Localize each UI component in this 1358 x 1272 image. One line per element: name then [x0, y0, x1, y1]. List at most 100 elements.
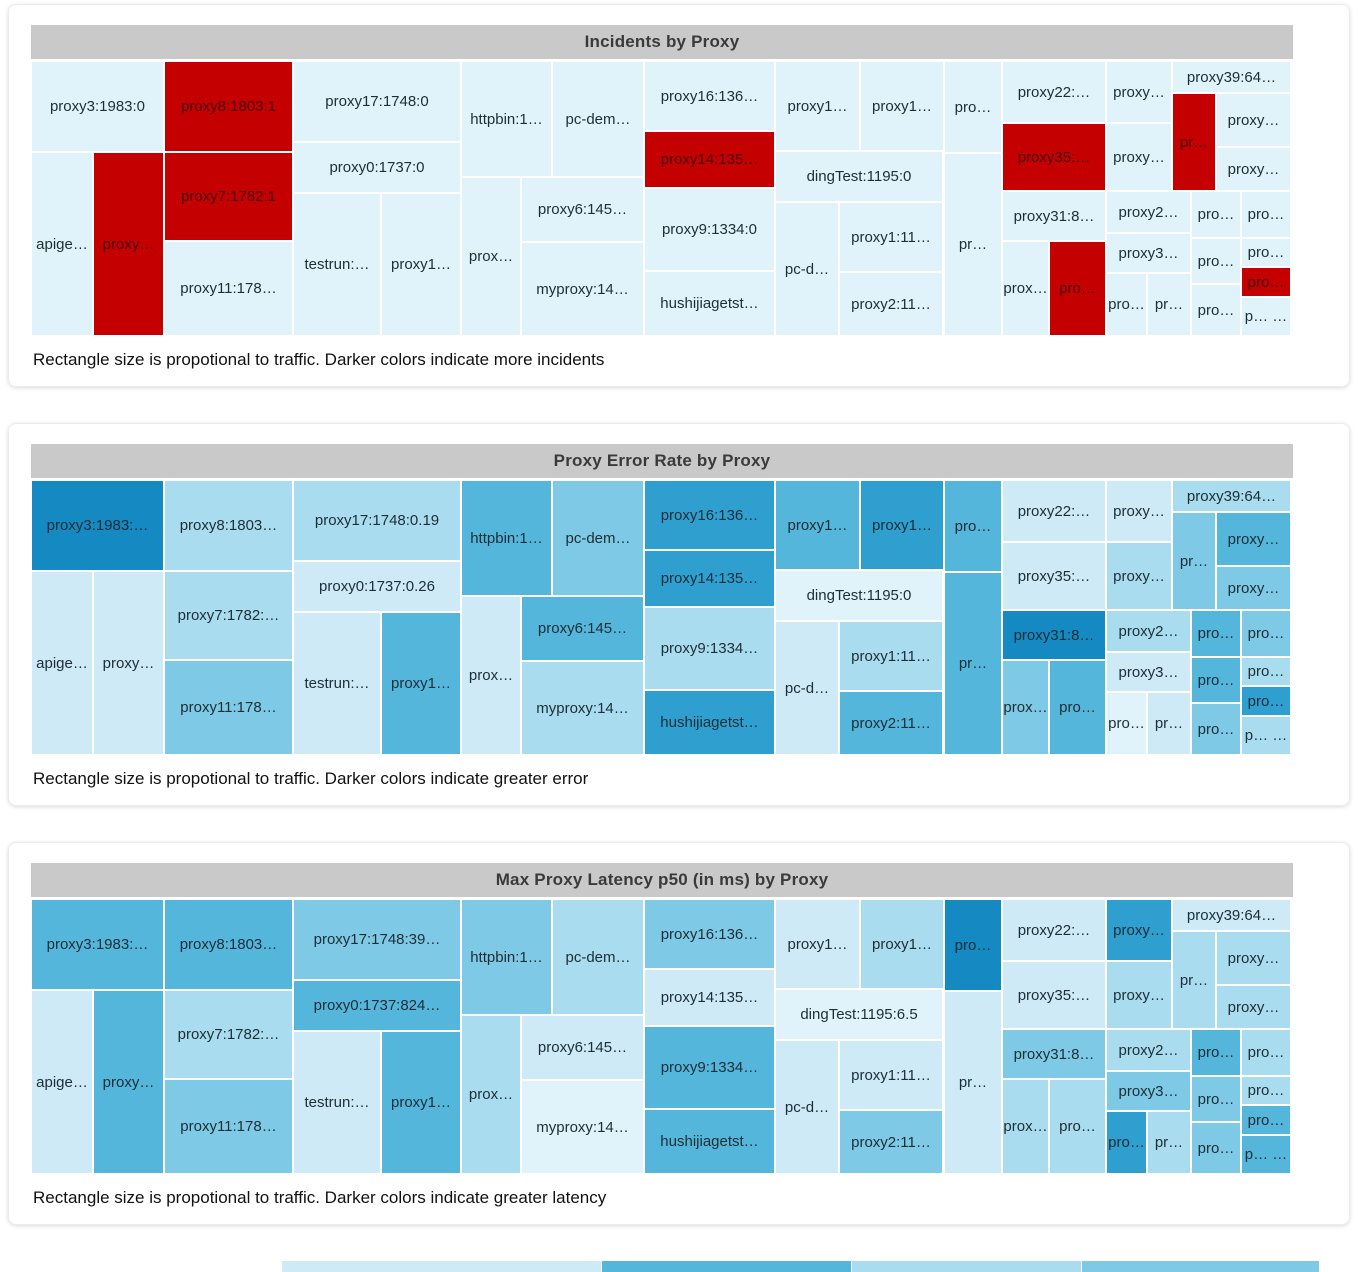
treemap-cell[interactable]: pc-dem…	[552, 480, 644, 596]
treemap-cell[interactable]: proxy…	[93, 152, 164, 336]
treemap-cell[interactable]: proxy7:1782:1	[164, 152, 293, 241]
treemap-cell[interactable]: proxy…	[93, 990, 164, 1174]
treemap-cell[interactable]: proxy16:136…	[644, 899, 775, 969]
treemap-cell[interactable]: proxy22:…	[1002, 61, 1106, 123]
treemap-cell[interactable]: proxy…	[1216, 147, 1291, 191]
treemap-cell[interactable]: prox…	[1002, 241, 1049, 336]
treemap-cell[interactable]: proxy17:1748:0.19	[293, 480, 461, 561]
treemap-cell[interactable]: proxy8:1803:1	[164, 61, 293, 152]
treemap-cell[interactable]: proxy39:64…	[1172, 899, 1291, 931]
treemap-cell[interactable]: proxy1…	[381, 1031, 461, 1174]
treemap-cell[interactable]: proxy1…	[860, 899, 944, 989]
treemap-cell[interactable]: proxy16:136…	[644, 61, 775, 131]
treemap-cell[interactable]: pro…	[1241, 657, 1291, 686]
treemap-cell[interactable]: proxy11:178…	[164, 241, 293, 336]
treemap-cell[interactable]: hushijiagetst…	[644, 271, 775, 336]
treemap-cell[interactable]: dingTest:1195:0	[775, 151, 943, 202]
treemap-cell[interactable]: myproxy:14…	[521, 1080, 644, 1174]
treemap-cell[interactable]: httpbin:1…	[461, 61, 552, 177]
treemap-cell[interactable]: proxy1…	[860, 61, 944, 151]
treemap-cell[interactable]: hushijiagetst…	[644, 690, 775, 755]
treemap-cell[interactable]: proxy6:145…	[521, 177, 644, 242]
treemap-cell[interactable]: pc-d…	[775, 621, 839, 755]
treemap-cell[interactable]: proxy3…	[1106, 233, 1191, 273]
treemap-cell[interactable]: proxy1…	[860, 480, 944, 570]
treemap-cell[interactable]: pr…	[1172, 93, 1216, 191]
treemap-cell[interactable]: proxy8:1803…	[164, 480, 293, 571]
treemap-cell[interactable]: pro…	[1191, 238, 1241, 284]
treemap-cell[interactable]: proxy9:1334:0	[644, 188, 775, 271]
treemap-cell[interactable]: proxy1…	[381, 612, 461, 755]
treemap-cell[interactable]: pro…	[1241, 238, 1291, 267]
treemap-cell[interactable]: proxy3:1983:0	[31, 61, 164, 152]
treemap-cell[interactable]: proxy9:1334…	[644, 607, 775, 690]
treemap-cell[interactable]: proxy…	[1216, 512, 1291, 566]
treemap-cell[interactable]: proxy2…	[1106, 610, 1191, 652]
treemap-cell[interactable]: pro…	[1191, 1122, 1241, 1174]
treemap-cell[interactable]: proxy35:…	[1002, 961, 1106, 1029]
treemap-cell[interactable]: proxy3:1983:…	[31, 480, 164, 571]
treemap-cell[interactable]: pro…	[1241, 267, 1291, 297]
treemap-cell[interactable]: proxy1:11…	[839, 1040, 943, 1110]
treemap-cell[interactable]: testrun:…	[293, 612, 381, 755]
treemap-cell[interactable]: prox…	[1002, 1079, 1049, 1174]
treemap-cell[interactable]: testrun:…	[293, 1031, 381, 1174]
treemap-cell[interactable]: prox…	[461, 1015, 521, 1174]
treemap-cell[interactable]: proxy0:1737:824…	[293, 980, 461, 1031]
treemap-cell[interactable]: p… …	[1241, 1135, 1291, 1174]
treemap-cell[interactable]: apige…	[31, 571, 93, 755]
treemap-cell[interactable]: proxy11:178…	[164, 660, 293, 755]
treemap-cell[interactable]: pro…	[1191, 284, 1241, 336]
treemap-cell[interactable]: proxy17:1748:39…	[293, 899, 461, 980]
treemap-cell[interactable]: proxy11:178…	[164, 1079, 293, 1174]
treemap-cell[interactable]: pro…	[1191, 657, 1241, 703]
treemap-cell[interactable]: proxy14:135…	[644, 969, 775, 1026]
treemap-cell[interactable]: proxy39:64…	[1172, 61, 1291, 93]
treemap-cell[interactable]: proxy…	[1106, 123, 1172, 191]
treemap-cell[interactable]: pr…	[1147, 273, 1191, 336]
treemap-cell[interactable]: pr…	[1172, 931, 1216, 1029]
treemap-cell[interactable]: p… …	[1241, 297, 1291, 336]
treemap-cell[interactable]: proxy1…	[381, 193, 461, 336]
treemap-cell[interactable]: proxy31:8…	[1002, 1029, 1106, 1079]
treemap-cell[interactable]: pr…	[1147, 692, 1191, 755]
treemap-cell[interactable]: apige…	[31, 990, 93, 1174]
treemap-cell[interactable]: pro…	[1241, 1076, 1291, 1105]
treemap-cell[interactable]: proxy3…	[1106, 652, 1191, 692]
treemap-cell[interactable]: proxy…	[1106, 961, 1172, 1029]
treemap-cell[interactable]: pro…	[1106, 1111, 1147, 1174]
treemap-cell[interactable]: proxy3:1983:…	[31, 899, 164, 990]
treemap-cell[interactable]: proxy2:11…	[839, 1110, 943, 1174]
treemap-cell[interactable]: proxy0:1737:0.26	[293, 561, 461, 612]
treemap-cell[interactable]: proxy…	[1216, 93, 1291, 147]
treemap-cell[interactable]: pro…	[1241, 1105, 1291, 1135]
treemap-cell[interactable]: proxy6:145…	[521, 1015, 644, 1080]
treemap-cell[interactable]: pro…	[1106, 273, 1147, 336]
treemap-cell[interactable]: apige…	[31, 152, 93, 336]
treemap-cell[interactable]: proxy9:1334…	[644, 1026, 775, 1109]
treemap-cell[interactable]: proxy31:8…	[1002, 610, 1106, 660]
treemap-cell[interactable]: pr…	[1172, 512, 1216, 610]
treemap-cell[interactable]: proxy35:…	[1002, 542, 1106, 610]
treemap-cell[interactable]: testrun:…	[293, 193, 381, 336]
treemap-cell[interactable]: pro…	[944, 899, 1002, 991]
treemap-cell[interactable]: proxy1…	[775, 899, 860, 989]
treemap-cell[interactable]: proxy31:8…	[1002, 191, 1106, 241]
treemap-cell[interactable]: pro…	[1241, 1029, 1291, 1076]
treemap-cell[interactable]: pro…	[1241, 610, 1291, 657]
treemap-cell[interactable]: httpbin:1…	[461, 899, 552, 1015]
treemap-cell[interactable]: pc-dem…	[552, 61, 644, 177]
treemap-cell[interactable]: pro…	[1049, 660, 1106, 755]
treemap-cell[interactable]: proxy…	[93, 571, 164, 755]
treemap-cell[interactable]: pro…	[1049, 1079, 1106, 1174]
treemap-cell[interactable]: pro…	[1106, 692, 1147, 755]
treemap-cell[interactable]: pr…	[1147, 1111, 1191, 1174]
treemap-cell[interactable]: pro…	[1191, 610, 1241, 657]
treemap-cell[interactable]: proxy3…	[1106, 1071, 1191, 1111]
treemap-cell[interactable]: pro…	[944, 61, 1002, 153]
treemap-cell[interactable]: proxy…	[1106, 61, 1172, 123]
treemap-cell[interactable]: pr…	[944, 153, 1002, 336]
treemap-cell[interactable]: myproxy:14…	[521, 242, 644, 336]
treemap-cell[interactable]: dingTest:1195:0	[775, 570, 943, 621]
treemap-cell[interactable]: dingTest:1195:6.5	[775, 989, 943, 1040]
